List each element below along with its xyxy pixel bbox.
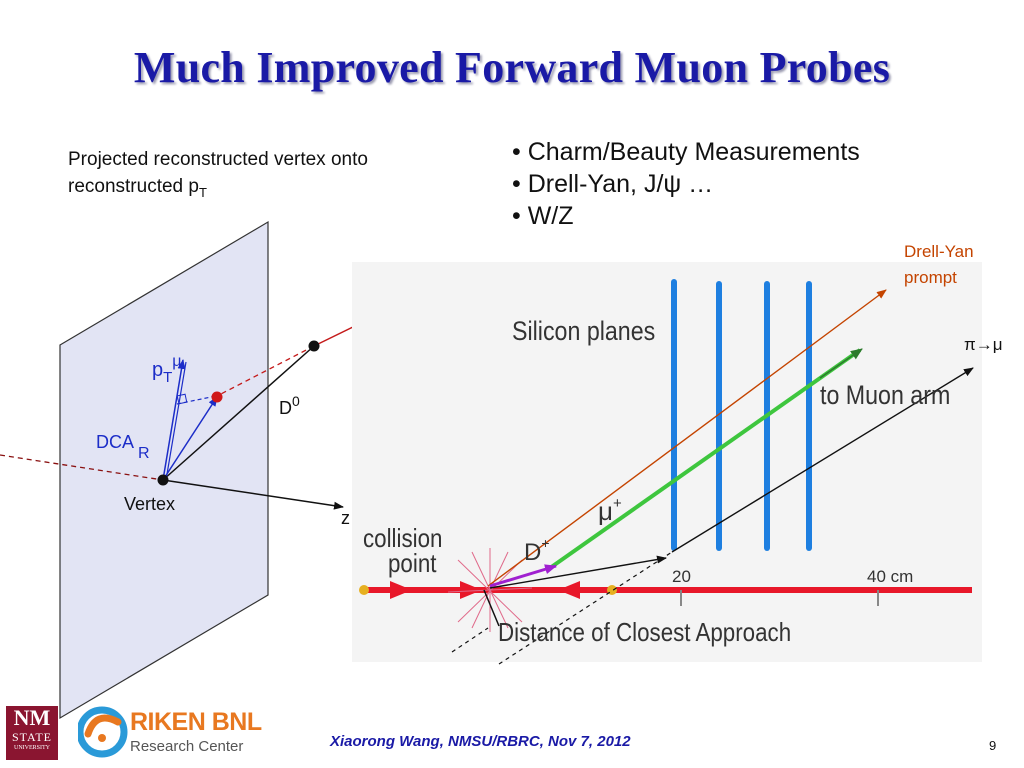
topic-bullet-list: • Charm/Beauty Measurements • Drell-Yan,… — [512, 136, 860, 232]
vertex-dot — [157, 474, 169, 486]
muon-green-track — [548, 348, 862, 570]
collision-burst — [447, 548, 533, 632]
z-axis-label: z — [341, 508, 350, 528]
nmsu-logo-line2: STATE — [11, 730, 53, 744]
pt-arrow-shadow — [165, 361, 187, 481]
collision-point-label-1: collision — [363, 524, 443, 553]
mu-plus-label: μ+ — [598, 495, 622, 526]
dca-segment — [483, 589, 500, 627]
d0-flight-line — [162, 345, 315, 481]
silicon-planes-label: Silicon planes — [512, 316, 655, 346]
page-number: 9 — [989, 738, 997, 753]
pi-to-mu-label: π→μ — [964, 335, 1003, 354]
right-angle-marker — [176, 393, 188, 405]
dca-arrow — [162, 396, 218, 481]
bullet-item: • W/Z — [512, 202, 574, 230]
drell-yan-label-1: Drell-Yan — [904, 242, 974, 261]
riken-logo-line2: Research Center — [130, 738, 244, 755]
muon-projection-dashed — [216, 345, 315, 397]
beam-dot-left — [359, 585, 369, 595]
slide-title: Much Improved Forward Muon Probes — [133, 43, 891, 92]
reconstructed-point-dot — [211, 391, 223, 403]
d-plus-arrow — [489, 564, 557, 588]
dca-caption: Distance of Closest Approach — [498, 618, 791, 647]
pion-track — [489, 555, 667, 589]
riken-logo-line1: RIKEN BNL — [130, 708, 262, 736]
diagram-caption: Projected reconstructed vertex onto reco… — [68, 146, 448, 206]
tick-20-label: 20 — [672, 567, 691, 586]
caption-line-2: reconstructed pT — [68, 176, 207, 200]
pt-mu-label: pTμ — [152, 353, 182, 386]
d0-decay-dot — [308, 340, 320, 352]
bullet-item: • Drell-Yan, J/ψ … — [512, 170, 714, 198]
beam-dashed-line — [0, 454, 164, 481]
tick-40-label: 40 cm — [867, 567, 913, 586]
nmsu-logo-line3: UNIVERSITY — [14, 745, 50, 751]
slide-footer: Xiaorong Wang, NMSU/RBRC, Nov 7, 2012 — [330, 733, 631, 750]
bullet-item: • Charm/Beauty Measurements — [512, 138, 860, 166]
d0-label: D0 — [279, 393, 300, 418]
collision-point-label-2: point — [388, 549, 437, 578]
dca-extrapolation-dashed — [498, 551, 673, 665]
z-axis-arrow — [162, 479, 344, 510]
nmsu-logo-line1: NM — [13, 705, 51, 730]
detector-image-background — [352, 262, 982, 662]
d-plus-label: D+ — [524, 535, 550, 566]
vertex-label: Vertex — [124, 494, 175, 514]
pt-arrow — [162, 359, 186, 481]
muon-green-track-arrow — [819, 348, 863, 379]
drell-yan-label-2: prompt — [904, 268, 957, 287]
dca-r-label: DCAR — [96, 432, 150, 462]
riken-swirl-icon — [78, 706, 128, 758]
caption-line-1: Projected reconstructed vertex onto — [68, 149, 368, 170]
drell-yan-track — [487, 289, 887, 587]
nmsu-logo: NM STATE UNIVERSITY — [6, 706, 58, 760]
pion-muon-track — [671, 367, 974, 553]
to-muon-arm-label: to Muon arm — [820, 380, 950, 410]
